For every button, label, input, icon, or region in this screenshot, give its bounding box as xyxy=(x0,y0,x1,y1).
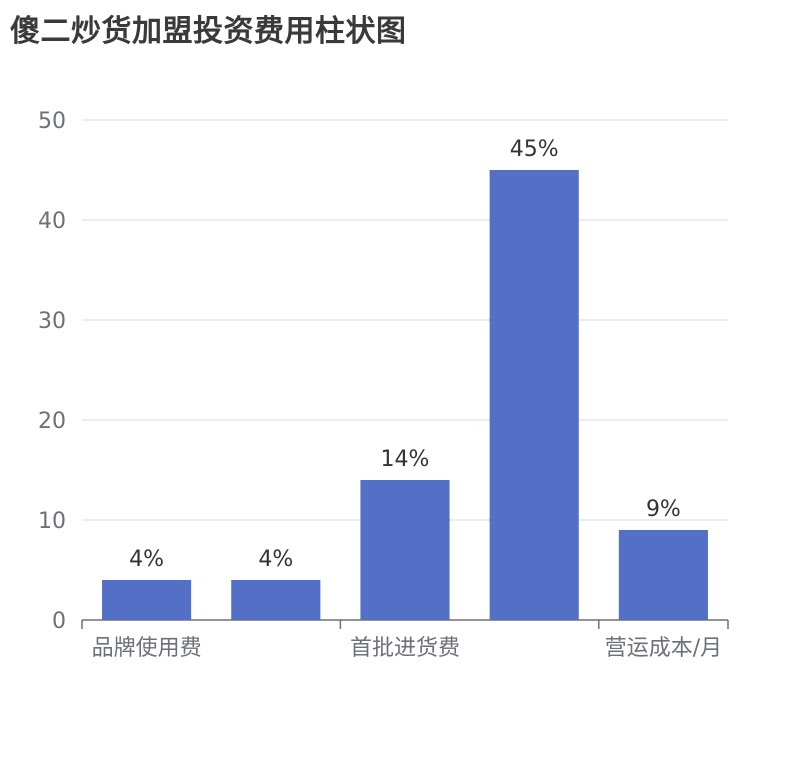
y-tick-label: 30 xyxy=(38,309,66,334)
y-tick-label: 0 xyxy=(52,609,66,634)
bar xyxy=(618,530,708,620)
y-tick-label: 40 xyxy=(38,209,66,234)
bar xyxy=(360,480,450,620)
grid-lines xyxy=(82,119,728,521)
data-labels: 4% 4% 14% 45% 9% xyxy=(129,137,681,572)
chart-title: 傻二炒货加盟投资费用柱状图 xyxy=(10,14,407,49)
data-label: 4% xyxy=(129,547,164,572)
x-axis: 品牌使用费 首批进货费 营运成本/月 xyxy=(81,619,729,661)
x-category-label: 品牌使用费 xyxy=(92,636,202,661)
data-label: 4% xyxy=(258,547,293,572)
data-label: 45% xyxy=(510,137,559,162)
data-label: 14% xyxy=(381,447,430,472)
y-tick-label: 20 xyxy=(38,409,66,434)
x-category-label: 营运成本/月 xyxy=(605,636,722,661)
bar xyxy=(489,170,579,620)
bar xyxy=(231,580,321,620)
bar xyxy=(102,580,192,620)
bars xyxy=(102,170,708,620)
y-axis-ticks: 0 10 20 30 40 50 xyxy=(38,109,66,634)
y-tick-label: 10 xyxy=(38,509,66,534)
x-category-label: 首批进货费 xyxy=(350,636,460,661)
data-label: 9% xyxy=(646,497,681,522)
y-tick-label: 50 xyxy=(38,109,66,134)
